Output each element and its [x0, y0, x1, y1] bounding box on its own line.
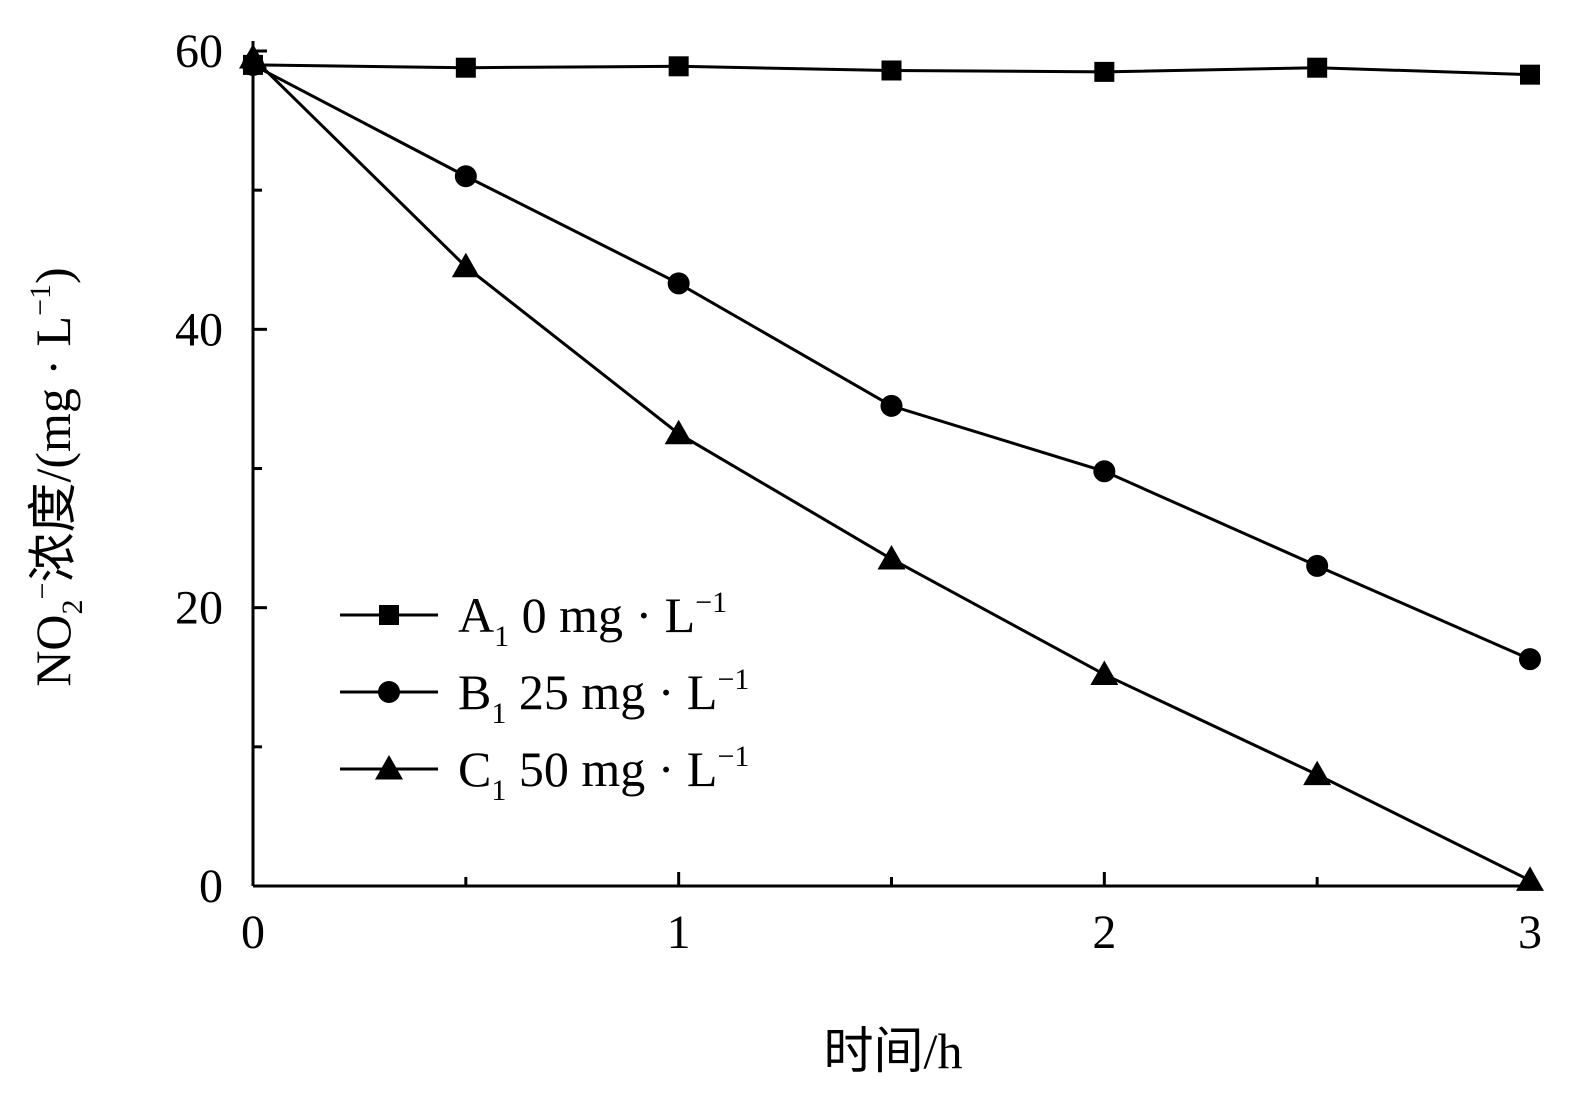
data-point-square: [881, 60, 902, 81]
data-point-circle: [1093, 460, 1116, 483]
axes: 0 1 2 3 0 20 40 60: [175, 25, 1542, 959]
series-layer: [239, 43, 1544, 891]
y-tick-label: 40: [175, 303, 223, 356]
data-point-square: [1307, 57, 1328, 78]
x-tick-label: 1: [667, 906, 691, 959]
legend: A1 0 mg · L−1 B1 25 mg · L−1 C1 50 mg · L−…: [340, 586, 749, 807]
data-point-square: [1094, 61, 1115, 82]
x-tick-label: 2: [1092, 906, 1116, 959]
data-point-square: [455, 57, 476, 78]
data-point-square: [668, 56, 689, 77]
legend-item: A1 0 mg · L−1: [340, 586, 727, 653]
y-axis-title: NO2−浓度/(mg · L−1): [24, 267, 89, 686]
x-axis-title: 时间/h: [824, 1023, 963, 1079]
data-point-circle: [1306, 554, 1329, 577]
data-point-circle: [667, 272, 690, 295]
legend-label: A1 0 mg · L−1: [458, 586, 727, 653]
legend-label: C1 50 mg · L−1: [458, 740, 749, 807]
y-tick-label: 0: [199, 860, 223, 913]
legend-item: B1 25 mg · L−1: [340, 663, 749, 730]
data-point-circle: [1519, 648, 1541, 671]
series-line: [251, 56, 1531, 882]
data-point-triangle: [1516, 866, 1544, 891]
data-point-triangle: [664, 419, 693, 445]
legend-label: B1 25 mg · L−1: [458, 663, 749, 730]
series-line: [252, 63, 1531, 661]
y-tick-label: 20: [175, 582, 223, 635]
data-point-triangle: [451, 252, 480, 278]
x-tick-label: 0: [241, 906, 265, 959]
data-point-triangle: [877, 544, 906, 570]
legend-marker-circle: [378, 681, 400, 703]
legend-item: C1 50 mg · L−1: [340, 740, 749, 807]
x-tick-label: 3: [1518, 906, 1542, 959]
series-square: [243, 54, 1540, 85]
series-circle: [242, 53, 1541, 671]
data-point-triangle: [1090, 660, 1119, 685]
legend-marker-square: [379, 605, 399, 625]
legend-marker-triangle: [375, 755, 403, 780]
data-point-square: [1520, 64, 1540, 85]
series-triangle: [239, 43, 1544, 891]
data-point-circle: [454, 165, 477, 188]
y-tick-label: 60: [175, 25, 223, 78]
data-point-triangle: [1303, 760, 1332, 786]
data-point-triangle: [239, 43, 267, 69]
data-point-circle: [880, 394, 903, 417]
